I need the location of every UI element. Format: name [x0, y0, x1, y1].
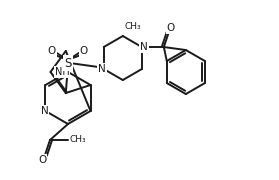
- Text: CH₃: CH₃: [69, 136, 86, 145]
- Text: O: O: [48, 46, 56, 56]
- Text: S: S: [64, 57, 71, 69]
- Text: CH₃: CH₃: [125, 22, 141, 31]
- Text: O: O: [38, 155, 46, 165]
- Text: N: N: [98, 64, 106, 74]
- Text: N: N: [140, 42, 148, 52]
- Text: NH: NH: [54, 67, 69, 77]
- Text: N: N: [41, 106, 48, 116]
- Text: O: O: [167, 23, 175, 33]
- Text: O: O: [80, 46, 88, 56]
